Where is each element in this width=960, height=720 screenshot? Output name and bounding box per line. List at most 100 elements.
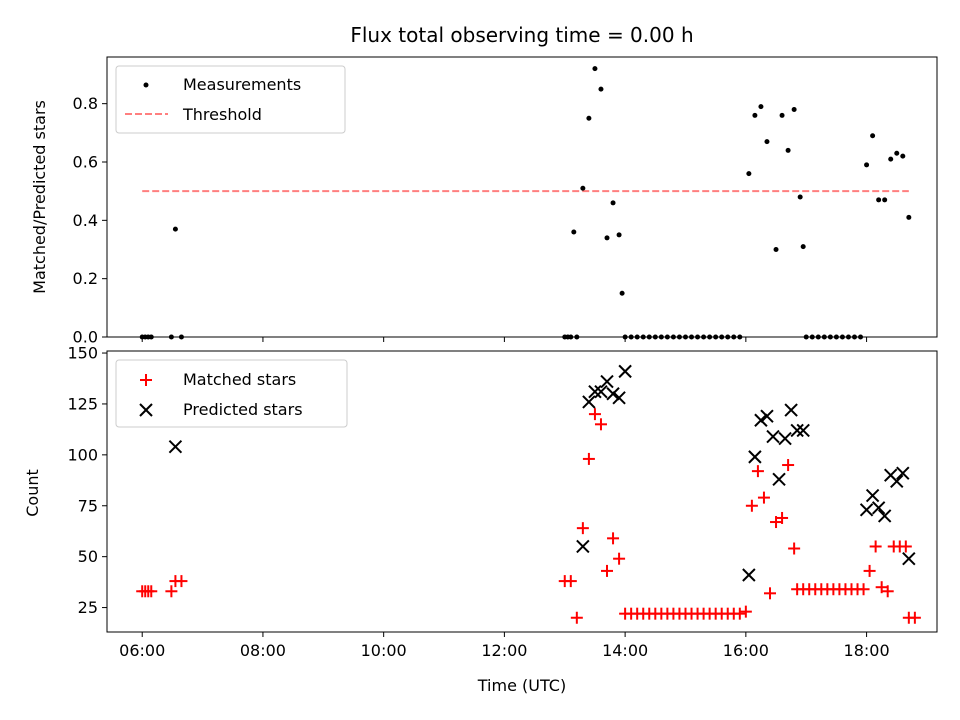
measurement-point <box>758 104 764 110</box>
predicted-star-point <box>784 403 798 417</box>
measurement-point <box>779 112 785 118</box>
bottom-y-tick-label-5: 150 <box>67 344 98 363</box>
predicted-star-point <box>871 501 886 515</box>
top-y-axis-label: Matched/Predicted stars <box>30 100 49 294</box>
predicted-star-point <box>890 474 904 489</box>
predicted-star-point <box>600 374 614 389</box>
measurement-point <box>619 290 625 296</box>
matched-star-point <box>782 459 795 472</box>
measurement-point <box>764 139 770 145</box>
measurement-point <box>598 86 604 92</box>
predicted-star-point <box>606 387 620 401</box>
predicted-star-point <box>748 450 762 464</box>
measurement-point <box>571 229 577 235</box>
predicted-star-point <box>760 409 774 423</box>
predicted-star-point <box>877 509 892 523</box>
legend-measurements-marker <box>143 82 149 88</box>
legend-predicted-marker <box>139 403 153 417</box>
measurement-point <box>773 247 779 252</box>
matched-star-point <box>857 583 870 596</box>
bottom-x-axis-label: Time (UTC) <box>477 676 566 695</box>
matched-star-point <box>175 575 188 588</box>
matched-star-point <box>745 499 758 512</box>
top-axes-frame <box>106 56 938 338</box>
bottom-plot-area <box>136 364 921 624</box>
legend-threshold-label: Threshold <box>182 105 262 124</box>
legend-matched-label: Matched stars <box>183 370 296 389</box>
matched-star-point <box>908 611 921 624</box>
matched-star-point <box>869 540 882 553</box>
predicted-star-point <box>168 439 183 454</box>
bottom-y-tick-label-0: 25 <box>78 598 98 617</box>
matched-star-point <box>899 540 912 553</box>
measurement-point <box>580 185 586 191</box>
matched-star-point <box>601 564 614 577</box>
measurement-point <box>870 133 876 139</box>
top-chart-title: Flux total observing time = 0.00 h <box>350 23 693 47</box>
bottom-panel: Count Time (UTC) 25 50 75 100 125 150 06:00 08… <box>23 344 938 695</box>
matched-star-point <box>763 587 776 600</box>
bottom-x-tick-label-5: 16:00 <box>723 641 769 660</box>
bottom-x-tick-label-3: 12:00 <box>481 641 527 660</box>
bottom-x-tick-label-1: 08:00 <box>240 641 286 660</box>
legend-predicted-label: Predicted stars <box>183 400 303 419</box>
measurement-point <box>797 194 803 200</box>
bottom-legend: Matched stars Predicted stars <box>115 359 348 428</box>
measurement-point <box>876 197 882 203</box>
predicted-star-point <box>612 391 626 405</box>
measurement-point <box>864 162 870 168</box>
bottom-axes-frame <box>106 350 938 633</box>
top-y-tick-label-2: 0.4 <box>73 211 98 230</box>
matched-star-point <box>881 585 894 598</box>
measurement-point <box>791 107 797 112</box>
predicted-star-point <box>865 488 880 503</box>
predicted-star-point <box>796 423 810 438</box>
legend-measurements-label: Measurements <box>183 75 301 94</box>
measurement-point <box>616 232 622 238</box>
bottom-y-tick-label-1: 50 <box>78 547 98 566</box>
bottom-y-tick-label-2: 75 <box>78 496 98 515</box>
matched-star-point <box>145 585 158 598</box>
bottom-legend-box <box>115 359 348 428</box>
bottom-x-tick-label-0: 06:00 <box>119 641 165 660</box>
matched-star-point <box>582 452 595 465</box>
top-y-tick-label-3: 0.6 <box>73 153 98 172</box>
predicted-star-point <box>576 539 590 554</box>
top-y-tick-label-1: 0.2 <box>73 269 98 288</box>
matched-star-point <box>751 465 764 478</box>
measurement-point <box>800 244 806 250</box>
measurement-point <box>752 112 758 118</box>
matched-star-point <box>788 542 801 555</box>
matched-star-point <box>770 516 783 529</box>
predicted-star-point <box>742 568 756 582</box>
bottom-y-axis-label: Count <box>23 469 42 517</box>
matched-star-point <box>564 575 577 588</box>
matched-star-point <box>607 532 620 545</box>
predicted-star-point <box>754 413 768 427</box>
top-x-ticks <box>141 337 868 342</box>
predicted-star-point <box>594 385 608 399</box>
matched-star-point <box>733 607 746 620</box>
measurement-point <box>894 150 900 156</box>
predicted-star-point <box>588 385 602 399</box>
top-panel: Flux total observing time = 0.00 h Match… <box>30 23 938 347</box>
top-y-tick-label-4: 0.8 <box>73 94 98 113</box>
measurement-point <box>785 147 791 153</box>
predicted-star-point <box>582 395 596 409</box>
matched-star-point <box>570 611 583 624</box>
matched-star-point <box>739 605 752 618</box>
bottom-x-tick-label-4: 14:00 <box>602 641 648 660</box>
legend-matched-marker <box>140 374 152 386</box>
measurement-point <box>610 200 616 206</box>
predicted-star-point <box>896 466 910 480</box>
measurement-point <box>882 197 888 203</box>
measurement-point <box>888 156 894 162</box>
measurement-point <box>172 226 178 232</box>
top-legend-box <box>115 65 346 134</box>
measurement-point <box>592 66 598 72</box>
matched-star-point <box>576 522 589 535</box>
bottom-y-ticks: 25 50 75 100 125 150 <box>67 344 107 617</box>
predicted-star-point <box>859 503 874 517</box>
measurement-point <box>906 214 912 220</box>
matched-star-point <box>165 585 178 598</box>
